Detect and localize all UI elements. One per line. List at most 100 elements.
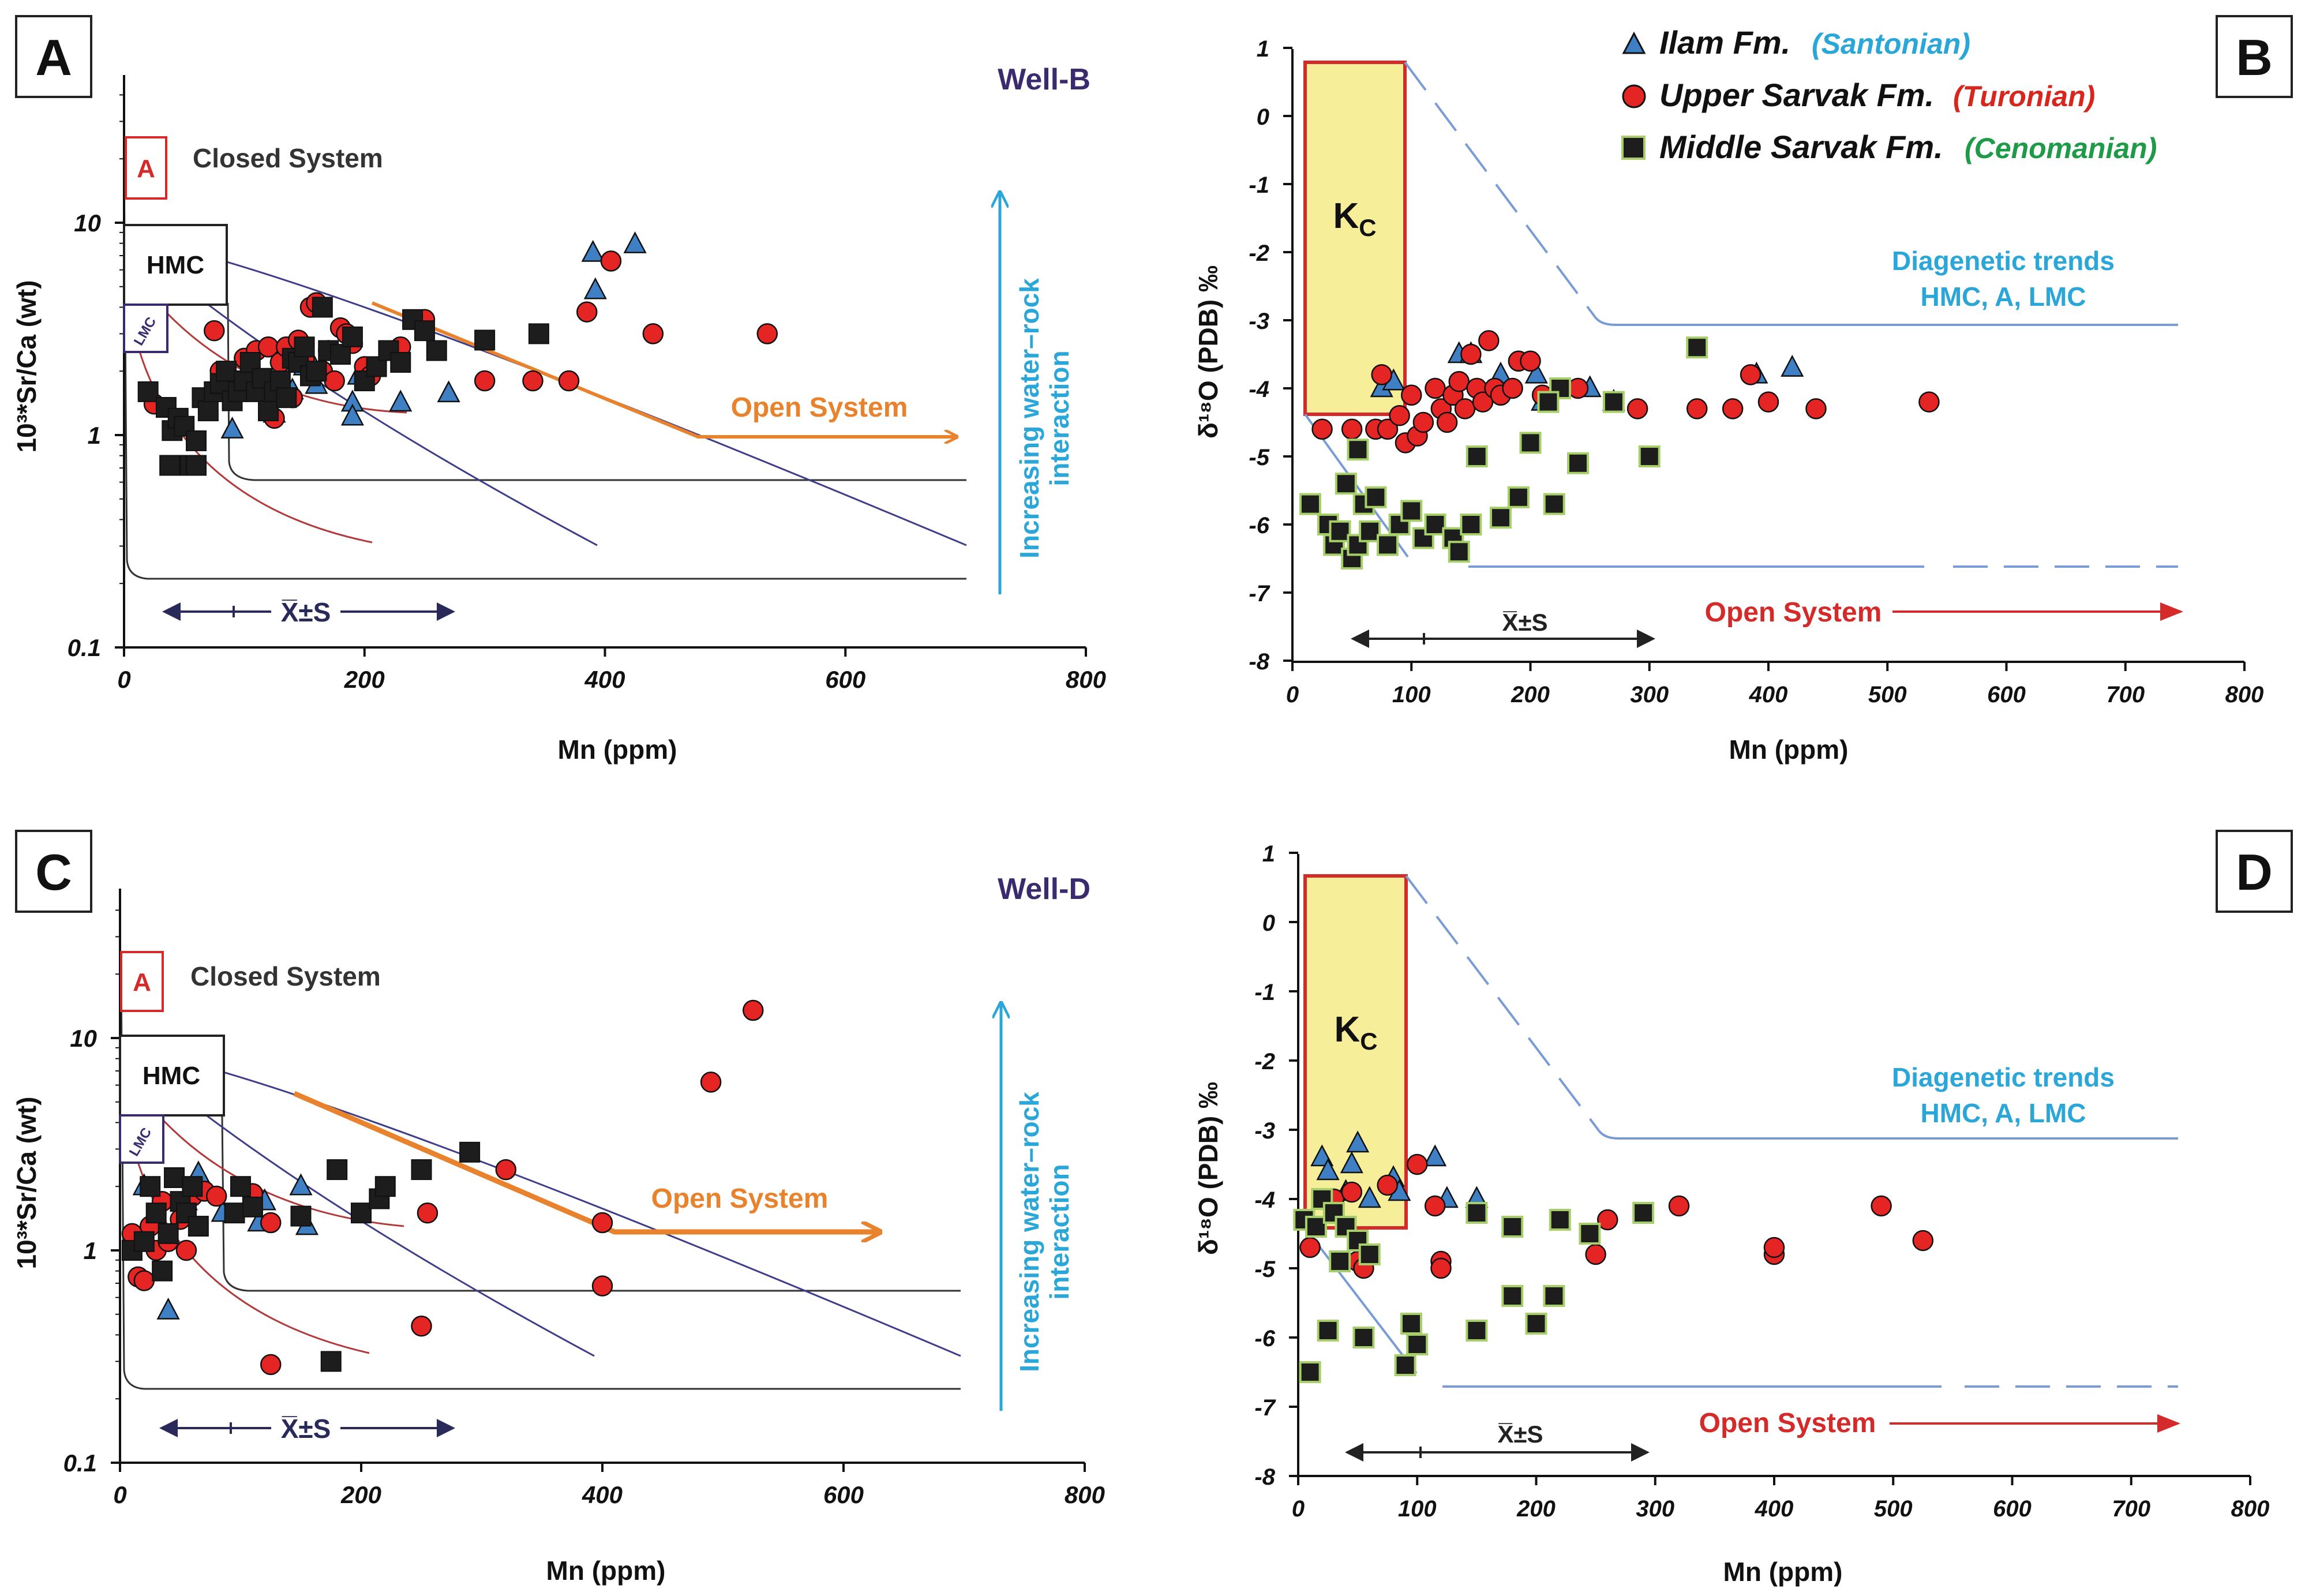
y-tick-label: -7 [1249, 581, 1270, 606]
diagenetic-trends-label-1: Diagenetic trends [1892, 1062, 2115, 1092]
data-point-square [1489, 507, 1512, 529]
y-tick-label: 1 [1257, 36, 1269, 62]
legend-age-upper-sarvak: (Turonian) [1953, 80, 2095, 113]
data-point-square [1424, 514, 1446, 535]
data-point-circle [1740, 364, 1761, 385]
data-point-triangle [156, 1297, 180, 1320]
data-point-circle [558, 370, 580, 392]
data-point-circle [204, 320, 225, 342]
y-axis-label: 10³*Sr/Ca (wt) [12, 1096, 42, 1269]
panel-d: D KC Diagenetic trends HMC, A, LMC 0 100 2… [1193, 830, 2293, 1587]
x-axis-label: Mn (ppm) [546, 1556, 666, 1586]
data-point-square [1602, 391, 1625, 413]
x-tick-label: 300 [1636, 1496, 1674, 1522]
data-point-square [414, 320, 435, 342]
data-point-circle [743, 999, 764, 1021]
data-point-circle [591, 1212, 613, 1234]
data-point-square [312, 297, 333, 318]
y-tick-label: 1 [84, 1237, 97, 1264]
x-tick-label: 300 [1630, 682, 1669, 707]
x-tick-label: 800 [2231, 1496, 2270, 1522]
data-point-square [276, 387, 297, 409]
y-tick-label: -6 [1254, 1326, 1275, 1351]
mean-sd-label-bg [271, 1414, 340, 1443]
mean-sd-label: X̅±S [1502, 609, 1547, 636]
data-point-square [182, 1176, 203, 1197]
data-point-triangle [1340, 1151, 1363, 1174]
y-axis-label: δ¹⁸O (PDB) ‰ [1193, 1082, 1223, 1255]
data-point-square [1501, 1285, 1524, 1307]
x-tick-label: 0 [1292, 1496, 1305, 1522]
data-points [1299, 330, 1940, 570]
data-point-circle [1341, 418, 1363, 440]
data-point-square [1347, 439, 1369, 461]
y-tick-label: -5 [1254, 1257, 1275, 1282]
data-point-square [327, 1159, 348, 1181]
y-tick-label: -7 [1254, 1395, 1276, 1421]
data-point-circle [1412, 411, 1434, 433]
x-axis-label: Mn (ppm) [1729, 735, 1849, 765]
open-system-label: Open System [1699, 1408, 1876, 1438]
trend-lines [1304, 875, 2178, 1388]
well-label: Well-D [998, 872, 1090, 906]
data-point-square [239, 351, 261, 373]
y-tick-label: -8 [1254, 1464, 1275, 1490]
data-point-square [1358, 1243, 1381, 1265]
data-point-circle [260, 1212, 282, 1234]
data-point-circle [1401, 384, 1422, 406]
box-a [125, 136, 167, 200]
y-tick-label: -1 [1249, 173, 1269, 198]
panel-label: A [35, 29, 72, 86]
data-point-square [1686, 336, 1708, 359]
open-system-label: Open System [731, 392, 908, 423]
data-point-circle [1567, 377, 1589, 399]
x-tick-label: 200 [1511, 682, 1550, 707]
legend-name-middle-sarvak: Middle Sarvak Fm. [1659, 129, 1943, 165]
data-point-circle [133, 1270, 155, 1291]
data-point-square [1466, 1202, 1488, 1224]
kc-subscript: C [1359, 214, 1376, 241]
data-point-square [320, 1351, 342, 1372]
data-point-triangle [220, 417, 244, 439]
data-point-circle [1424, 1195, 1446, 1217]
box-hmc-label: HMC [143, 1062, 200, 1090]
y-tick-label: 0.1 [63, 1449, 97, 1477]
panel-label-box [2216, 15, 2293, 98]
data-point-circle [1425, 377, 1446, 399]
data-point-square [137, 381, 159, 402]
data-point-square [1377, 534, 1399, 556]
legend-age-middle-sarvak: (Cenomanian) [1965, 132, 2157, 164]
data-point-square [164, 1167, 185, 1188]
x-tick-label: 700 [2112, 1496, 2150, 1522]
water-rock-label-1: Increasing water–rock [1014, 278, 1044, 559]
kc-letter: K [1334, 1010, 1360, 1050]
data-point-square [133, 1231, 155, 1252]
data-point-square [1400, 1313, 1422, 1335]
mean-sd-label: X̅±S [281, 1414, 331, 1444]
box-hmc-label: HMC [147, 251, 204, 279]
data-point-triangle [1316, 1158, 1340, 1181]
closed-system-label: Closed System [193, 143, 383, 173]
data-point-square [140, 1176, 161, 1197]
data-point-square [1632, 1202, 1655, 1224]
data-point-circle [324, 370, 345, 392]
data-point-triangle [1524, 361, 1548, 384]
data-points [121, 999, 764, 1376]
data-point-circle [260, 1354, 282, 1376]
open-system-arrow [293, 1091, 877, 1232]
x-tick-label: 700 [2106, 682, 2145, 707]
mean-sd-label: X̅±S [281, 597, 331, 627]
kc-box [1303, 61, 1407, 416]
data-point-square [1406, 1333, 1429, 1355]
y-tick-label: -8 [1249, 649, 1269, 675]
mean-sd-label-bg [1485, 1422, 1554, 1448]
y-tick-label: 0 [1257, 104, 1269, 130]
x-tick-label: 600 [823, 1481, 864, 1508]
data-point-square [1519, 432, 1542, 454]
data-point-square [1466, 1320, 1488, 1342]
data-point-square [1543, 493, 1565, 515]
axis-ticks: 0 100 200 300 400 500 600 700 800 -8 -7 -6 -5 -4 -3 -2 -… [1249, 36, 2263, 707]
x-tick-label: 400 [582, 1481, 623, 1508]
data-point-square [1507, 486, 1530, 508]
data-point-square [1501, 1216, 1524, 1238]
